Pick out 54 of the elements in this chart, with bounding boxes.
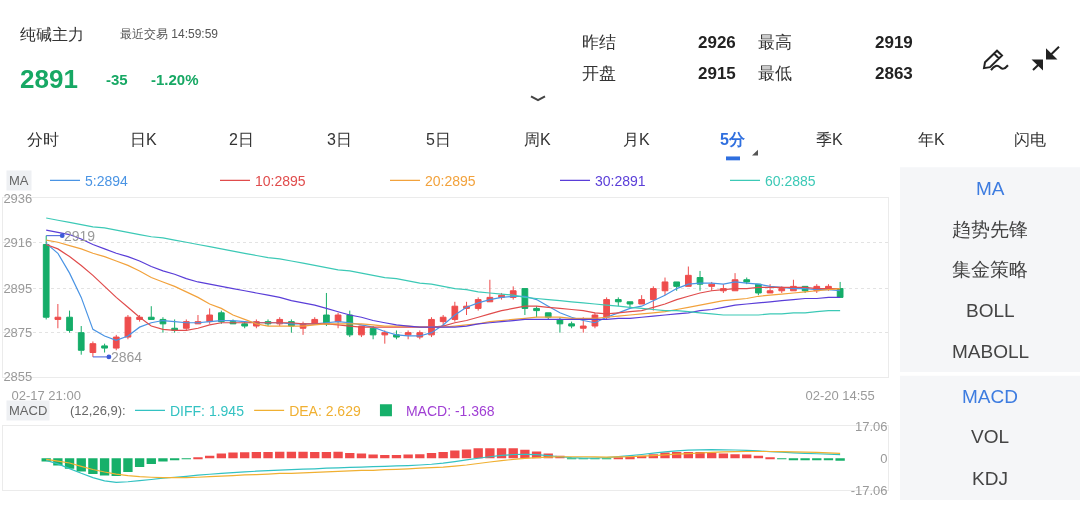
text: 2915 (698, 64, 736, 83)
legend-label: DIFF: 1.945 (170, 402, 245, 419)
x-tick-label: 02-17 21:00 (11, 388, 81, 404)
text: MACD (9, 403, 48, 418)
legend-label: 5:2894 (85, 172, 129, 189)
x-tick-label: 02-20 14:55 (805, 388, 875, 404)
text: 最近交易 14:59:59 (120, 27, 219, 41)
text: 2891 (20, 64, 78, 94)
text: 3日 (327, 131, 352, 148)
y-tick-label: 2936 (3, 190, 33, 206)
text: 月K (623, 131, 650, 148)
text: MA (9, 173, 29, 188)
annotation: 2864 (111, 349, 143, 365)
text: VOL (971, 426, 1010, 447)
text: MABOLL (952, 341, 1030, 362)
text: 趋势先锋 (952, 219, 1028, 240)
text: 2919 (875, 33, 913, 52)
text: 分时 (27, 131, 59, 148)
text: 昨结 (582, 33, 616, 52)
text: 5分 (720, 131, 746, 148)
text: 日K (130, 131, 157, 148)
text: BOLL (966, 300, 1015, 321)
text: 2926 (698, 33, 736, 52)
text: (12,26,9): (70, 403, 126, 418)
text: 最高 (758, 33, 792, 52)
text: KDJ (972, 468, 1008, 489)
y-tick-label: 17.06 (855, 418, 888, 434)
text: 5日 (426, 131, 451, 148)
y-tick-label: 2875 (3, 325, 33, 341)
text: 2863 (875, 64, 913, 83)
text: -35 (106, 71, 128, 88)
y-tick-label: 2895 (3, 281, 33, 297)
text: MA (976, 178, 1005, 199)
legend-label: 30:2891 (595, 172, 646, 189)
text: 季K (816, 131, 843, 148)
text: 集金策略 (952, 259, 1028, 280)
text: 开盘 (582, 64, 616, 83)
legend-label: 10:2895 (255, 172, 306, 189)
legend-label: 20:2895 (425, 172, 476, 189)
legend-label: MACD: -1.368 (405, 402, 495, 419)
text: 纯碱主力 (20, 26, 84, 43)
y-tick-label: 2916 (3, 234, 33, 250)
y-tick-label: -17.06 (850, 482, 888, 498)
legend-label: DEA: 2.629 (289, 402, 361, 419)
text: 最低 (758, 64, 792, 83)
text: 闪电 (1014, 131, 1046, 148)
text: 年K (918, 131, 945, 148)
text: -1.20% (151, 71, 199, 88)
y-tick-label: 0 (880, 450, 888, 466)
legend-label: 60:2885 (765, 172, 816, 189)
text: 2日 (229, 131, 254, 148)
y-tick-label: 2855 (3, 369, 33, 385)
text: MACD (962, 386, 1018, 407)
text: 周K (524, 131, 551, 148)
